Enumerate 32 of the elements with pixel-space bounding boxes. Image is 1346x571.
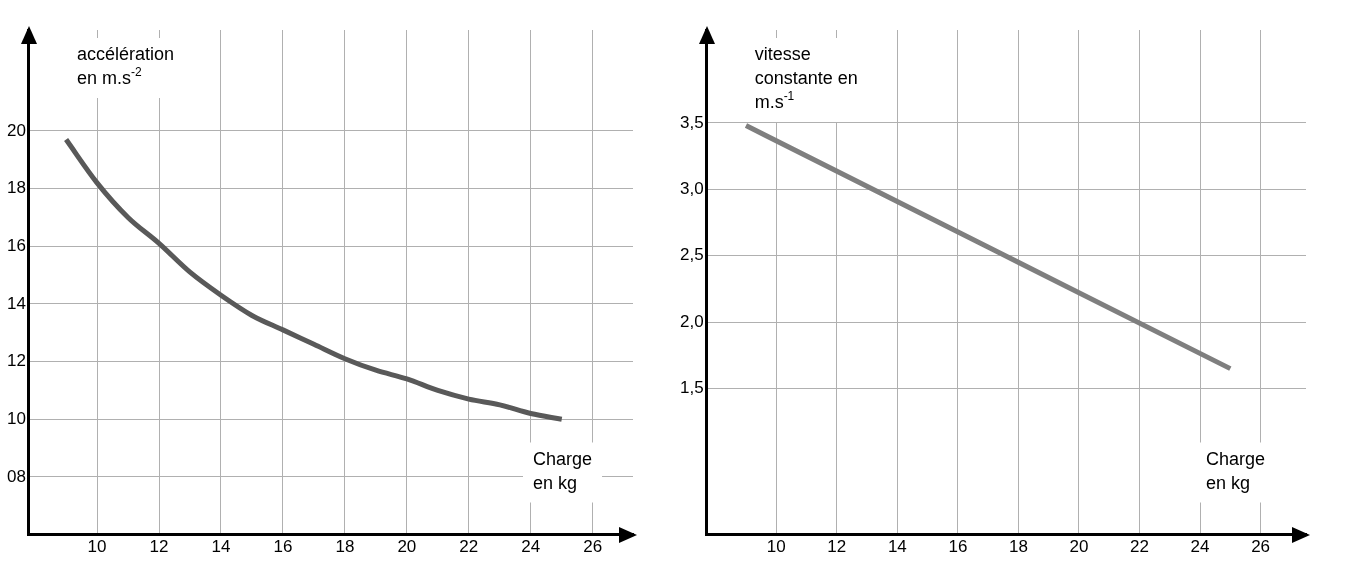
x-tick-label: 10 bbox=[766, 537, 786, 557]
x-tick-label: 18 bbox=[335, 537, 355, 557]
x-tick-label: 12 bbox=[149, 537, 169, 557]
x-tick-label: 22 bbox=[1130, 537, 1149, 557]
x-tick-label: 14 bbox=[211, 537, 231, 557]
y-tick-label: 3,0 bbox=[679, 179, 704, 199]
x-tick-label: 18 bbox=[1008, 537, 1028, 557]
y-tick-label: 16 bbox=[6, 235, 26, 255]
y-tick-label: 20 bbox=[6, 120, 26, 140]
y-tick-label: 14 bbox=[6, 293, 26, 313]
x-tick-label: 22 bbox=[459, 537, 479, 557]
y-tick-label: 1,5 bbox=[679, 378, 704, 398]
x-tick-label: 20 bbox=[1069, 537, 1089, 557]
x-tick-label: 12 bbox=[827, 537, 847, 557]
x-tick-label: 24 bbox=[1190, 537, 1210, 557]
x-tick-label: 26 bbox=[583, 537, 603, 557]
x-axis-title: Charge en kg bbox=[1206, 448, 1266, 493]
y-tick-label: 12 bbox=[6, 351, 26, 371]
x-tick-label: 20 bbox=[397, 537, 417, 557]
y-tick-label: 08 bbox=[6, 466, 26, 486]
x-tick-label: 16 bbox=[273, 537, 293, 557]
y-tick-label: 18 bbox=[6, 178, 26, 198]
x-axis-title: Charge en kg bbox=[533, 448, 593, 493]
x-tick-label: 16 bbox=[948, 537, 968, 557]
y-tick-label: 10 bbox=[6, 408, 26, 428]
x-tick-label: 24 bbox=[521, 537, 541, 557]
y-tick-label: 3,5 bbox=[679, 112, 704, 132]
y-tick-label: 2,5 bbox=[679, 245, 704, 265]
x-tick-label: 14 bbox=[887, 537, 907, 557]
x-tick-label: 26 bbox=[1251, 537, 1271, 557]
x-tick-label: 10 bbox=[87, 537, 107, 557]
y-tick-label: 2,0 bbox=[679, 311, 704, 331]
